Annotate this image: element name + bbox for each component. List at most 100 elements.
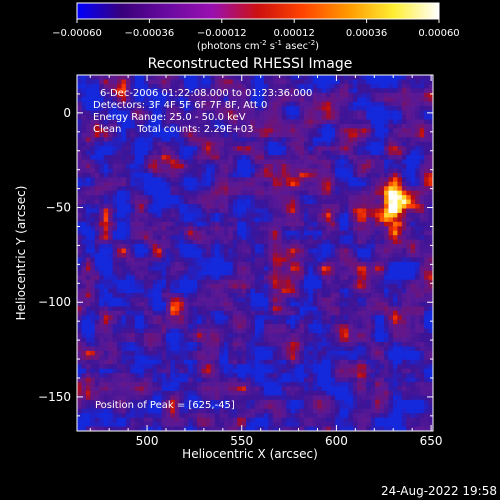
heatmap-cell — [192, 186, 198, 192]
heatmap-cell — [99, 119, 105, 125]
heatmap-cell — [210, 337, 216, 343]
heatmap-cell — [228, 257, 234, 263]
heatmap-cell — [90, 212, 96, 218]
heatmap-cell — [428, 159, 433, 165]
heatmap-cell — [379, 172, 385, 178]
heatmap-cell — [99, 293, 105, 298]
heatmap-cell — [263, 279, 269, 285]
heatmap-cell — [330, 212, 336, 218]
heatmap-cell — [392, 217, 398, 223]
heatmap-cell — [424, 239, 429, 245]
heatmap-cell — [197, 306, 202, 312]
heatmap-cell — [317, 315, 323, 321]
heatmap-cell — [415, 101, 421, 107]
heatmap-cell — [397, 110, 403, 116]
heatmap-cell — [370, 257, 376, 263]
heatmap-cell — [166, 315, 171, 321]
heatmap-cell — [388, 150, 394, 156]
heatmap-cell — [335, 168, 340, 174]
heatmap-cell — [99, 230, 105, 236]
heatmap-cell — [259, 204, 265, 209]
heatmap-cell — [299, 266, 305, 272]
heatmap-cell — [188, 270, 194, 276]
heatmap-cell — [210, 92, 216, 98]
heatmap-cell — [317, 284, 323, 289]
heatmap-cell — [210, 253, 216, 258]
heatmap-cell — [188, 83, 194, 89]
heatmap-cell — [246, 248, 251, 254]
heatmap-cell — [157, 101, 162, 107]
heatmap-cell — [223, 226, 229, 232]
heatmap-cell — [277, 284, 283, 289]
heatmap-cell — [312, 177, 318, 183]
heatmap-cell — [330, 101, 336, 107]
heatmap-cell — [388, 164, 394, 169]
heatmap-cell — [330, 83, 336, 89]
heatmap-cell — [237, 310, 243, 316]
heatmap-cell — [210, 328, 216, 334]
heatmap-cell — [295, 181, 300, 187]
heatmap-cell — [352, 137, 358, 143]
heatmap-cell — [108, 164, 113, 169]
heatmap-cell — [361, 337, 367, 343]
heatmap-cell — [339, 164, 345, 169]
heatmap-cell — [121, 97, 127, 103]
heatmap-cell — [388, 159, 394, 165]
heatmap-cell — [237, 293, 243, 298]
heatmap-cell — [308, 186, 314, 192]
heatmap-cell — [152, 172, 158, 178]
heatmap-cell — [214, 97, 220, 103]
heatmap-cell — [241, 155, 247, 160]
heatmap-cell — [379, 110, 385, 116]
heatmap-cell — [299, 115, 305, 120]
heatmap-cell — [148, 164, 154, 169]
heatmap-cell — [103, 186, 109, 192]
heatmap-cell — [370, 342, 376, 347]
heatmap-cell — [81, 164, 87, 169]
heatmap-cell — [232, 128, 238, 134]
heatmap-cell — [348, 204, 354, 209]
heatmap-cell — [326, 177, 332, 183]
heatmap-cell — [255, 239, 260, 245]
heatmap-cell — [424, 123, 429, 129]
heatmap-cell — [268, 261, 274, 267]
heatmap-cell — [81, 110, 87, 116]
heatmap-cell — [237, 315, 243, 321]
heatmap-cell — [401, 186, 407, 192]
heatmap-cell — [352, 119, 358, 125]
heatmap-cell — [326, 92, 332, 98]
heatmap-cell — [388, 248, 394, 254]
heatmap-cell — [303, 333, 309, 338]
heatmap-cell — [90, 141, 96, 147]
heatmap-cell — [246, 168, 251, 174]
heatmap-cell — [415, 275, 421, 281]
heatmap-cell — [317, 221, 323, 227]
heatmap-cell — [214, 137, 220, 143]
heatmap-cell — [103, 106, 109, 111]
heatmap-cell — [139, 186, 145, 192]
heatmap-cell — [255, 106, 260, 111]
heatmap-cell — [348, 101, 354, 107]
heatmap-cell — [348, 301, 354, 307]
heatmap-cell — [139, 337, 145, 343]
heatmap-cell — [192, 226, 198, 232]
heatmap-cell — [152, 350, 158, 356]
heatmap-cell — [170, 115, 176, 120]
heatmap-cell — [139, 333, 145, 338]
heatmap-cell — [206, 172, 211, 178]
heatmap-cell — [397, 288, 403, 294]
heatmap-cell — [183, 315, 189, 321]
heatmap-cell — [214, 319, 220, 325]
heatmap-cell — [375, 110, 380, 116]
heatmap-cell — [192, 159, 198, 165]
heatmap-cell — [179, 119, 185, 125]
heatmap-cell — [281, 168, 287, 174]
heatmap-cell — [179, 315, 185, 321]
heatmap-cell — [250, 128, 256, 134]
heatmap-cell — [139, 244, 145, 249]
heatmap-cell — [286, 190, 291, 196]
heatmap-cell — [361, 217, 367, 223]
heatmap-cell — [250, 315, 256, 321]
heatmap-cell — [299, 101, 305, 107]
heatmap-cell — [419, 257, 425, 263]
